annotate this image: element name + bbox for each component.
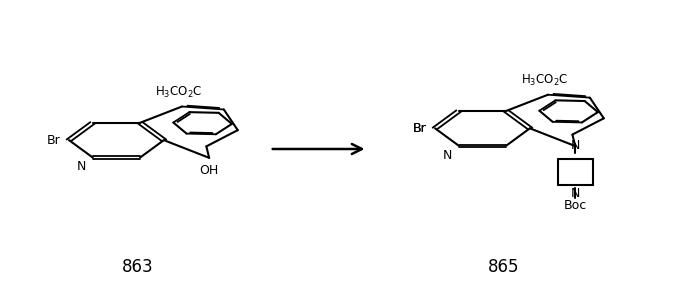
- Text: N: N: [76, 161, 86, 173]
- Text: Br: Br: [413, 122, 427, 135]
- Text: Br: Br: [47, 134, 61, 147]
- Text: OH: OH: [199, 164, 219, 177]
- Text: 865: 865: [488, 258, 519, 276]
- Text: Br: Br: [413, 122, 427, 135]
- Text: H$_3$CO$_2$C: H$_3$CO$_2$C: [155, 85, 202, 100]
- Text: N: N: [442, 149, 452, 162]
- Text: 863: 863: [122, 258, 153, 276]
- Text: H$_3$CO$_2$C: H$_3$CO$_2$C: [521, 73, 568, 88]
- Text: N: N: [570, 139, 580, 152]
- Text: Boc: Boc: [564, 199, 587, 212]
- Text: N: N: [570, 187, 580, 200]
